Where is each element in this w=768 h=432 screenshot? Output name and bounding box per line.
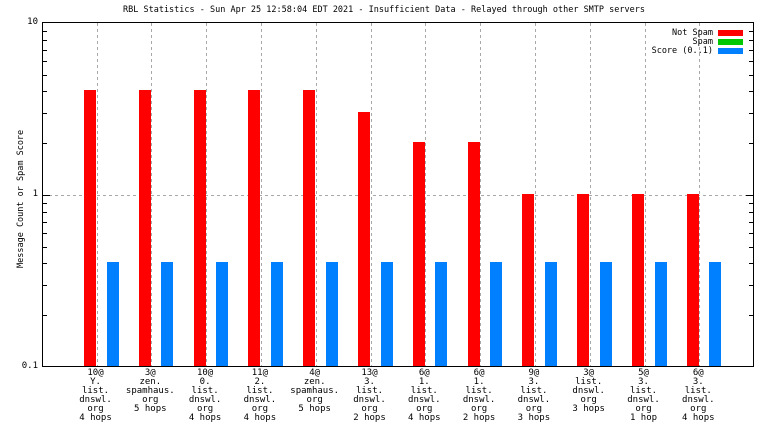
bar-not-spam [577,194,590,366]
bar-score-0-1 [435,262,448,366]
legend-swatch [718,38,743,45]
axis-tick [749,74,753,76]
bar-not-spam [632,194,644,366]
vertical-gridline [151,23,153,366]
axis-tick [746,195,753,196]
bar-score-0-1 [325,262,338,366]
legend-swatch [718,48,743,55]
vertical-gridline [370,23,372,366]
vertical-gridline [480,23,482,366]
bar-not-spam [84,90,96,366]
legend-label: Score (0..1) [651,46,713,57]
vertical-gridline [96,23,98,366]
axis-tick [43,211,47,213]
x-axis-label: 3@ list. dnswl. org 3 hops [572,368,605,414]
legend-row: Not Spam [672,27,743,38]
legend-swatch [718,29,743,36]
axis-tick [43,39,47,41]
bar-not-spam [303,90,316,366]
x-axis-label: 6@ 1. list. dnswl. org 2 hops [462,368,496,423]
axis-tick [749,315,753,317]
legend-row: Score (0..1) [651,46,743,57]
axis-tick [43,284,47,286]
axis-tick [749,221,753,223]
bar-score-0-1 [544,262,557,366]
axis-tick [749,49,753,51]
bar-not-spam [412,142,425,366]
axis-tick [749,211,753,213]
y-tick-label: 1 [32,189,38,199]
bar-not-spam [193,90,206,366]
axis-tick [749,39,753,41]
axis-tick [43,246,47,248]
x-axis-label: 3@ zen. spamhaus. org 5 hops [125,368,175,414]
bar-not-spam [467,142,480,366]
y-tick-label: 10 [27,17,38,27]
y-tick-label: 0.1 [21,361,38,371]
bar-not-spam [358,111,370,366]
x-axis-label: 5@ 3. list. dnswl. org 1 hop [627,368,660,423]
bar-score-0-1 [106,262,119,366]
vertical-gridline [315,23,317,366]
axis-tick [749,112,753,114]
legend-row: Spam [692,36,743,47]
axis-tick [43,61,47,63]
bar-score-0-1 [709,262,722,366]
vertical-gridline [260,23,262,366]
vertical-gridline [425,23,427,366]
plot-area [42,22,754,367]
axis-tick [749,202,753,204]
vertical-gridline [699,23,701,366]
x-axis-label: 4@ zen. spamhaus. org 5 hops [290,368,340,414]
axis-tick [43,221,47,223]
axis-tick [43,263,47,265]
chart-title: RBL Statistics - Sun Apr 25 12:58:04 EDT… [123,5,645,15]
axis-tick [43,91,47,93]
axis-tick [43,195,50,196]
vertical-gridline [534,23,536,366]
bar-score-0-1 [380,262,393,366]
bar-not-spam [248,90,261,366]
bar-not-spam [522,194,535,366]
bar-not-spam [686,194,699,366]
bar-score-0-1 [490,262,503,366]
axis-tick [43,112,47,114]
axis-tick [749,61,753,63]
axis-tick [749,91,753,93]
x-axis-label: 10@ Y. list. dnswl. org 4 hops [79,368,112,423]
bar-not-spam [138,90,151,366]
axis-tick [749,246,753,248]
axis-tick [43,49,47,51]
bar-score-0-1 [599,262,612,366]
vertical-gridline [206,23,208,366]
axis-tick [43,202,47,204]
vertical-gridline [589,23,591,366]
horizontal-gridline-1 [43,195,753,196]
vertical-gridline [644,23,646,366]
x-axis-label: 6@ 3. list. dnswl. org 4 hops [682,368,715,423]
bar-score-0-1 [161,262,174,366]
x-axis-label: 13@ 3. list. dnswl. org 2 hops [353,368,386,423]
x-axis-label: 6@ 1. list. dnswl. org 4 hops [408,368,441,423]
axis-tick [43,233,47,235]
x-axis-label: 10@ 0. list. dnswl. org 4 hops [188,368,222,423]
bar-score-0-1 [654,262,667,366]
x-axis-label: 9@ 3. list. dnswl. org 3 hops [517,368,551,423]
axis-tick [749,284,753,286]
x-axis-label: 11@ 2. list. dnswl. org 4 hops [243,368,277,423]
legend-label: Not Spam [672,27,713,38]
axis-tick [749,143,753,145]
legend-label: Spam [692,36,713,47]
axis-tick [749,263,753,265]
bar-score-0-1 [216,262,229,366]
axis-tick [43,74,47,76]
axis-tick [43,315,47,317]
axis-tick [43,30,47,32]
axis-tick [43,143,47,145]
axis-tick [749,233,753,235]
bar-score-0-1 [270,262,283,366]
axis-tick [749,30,753,32]
